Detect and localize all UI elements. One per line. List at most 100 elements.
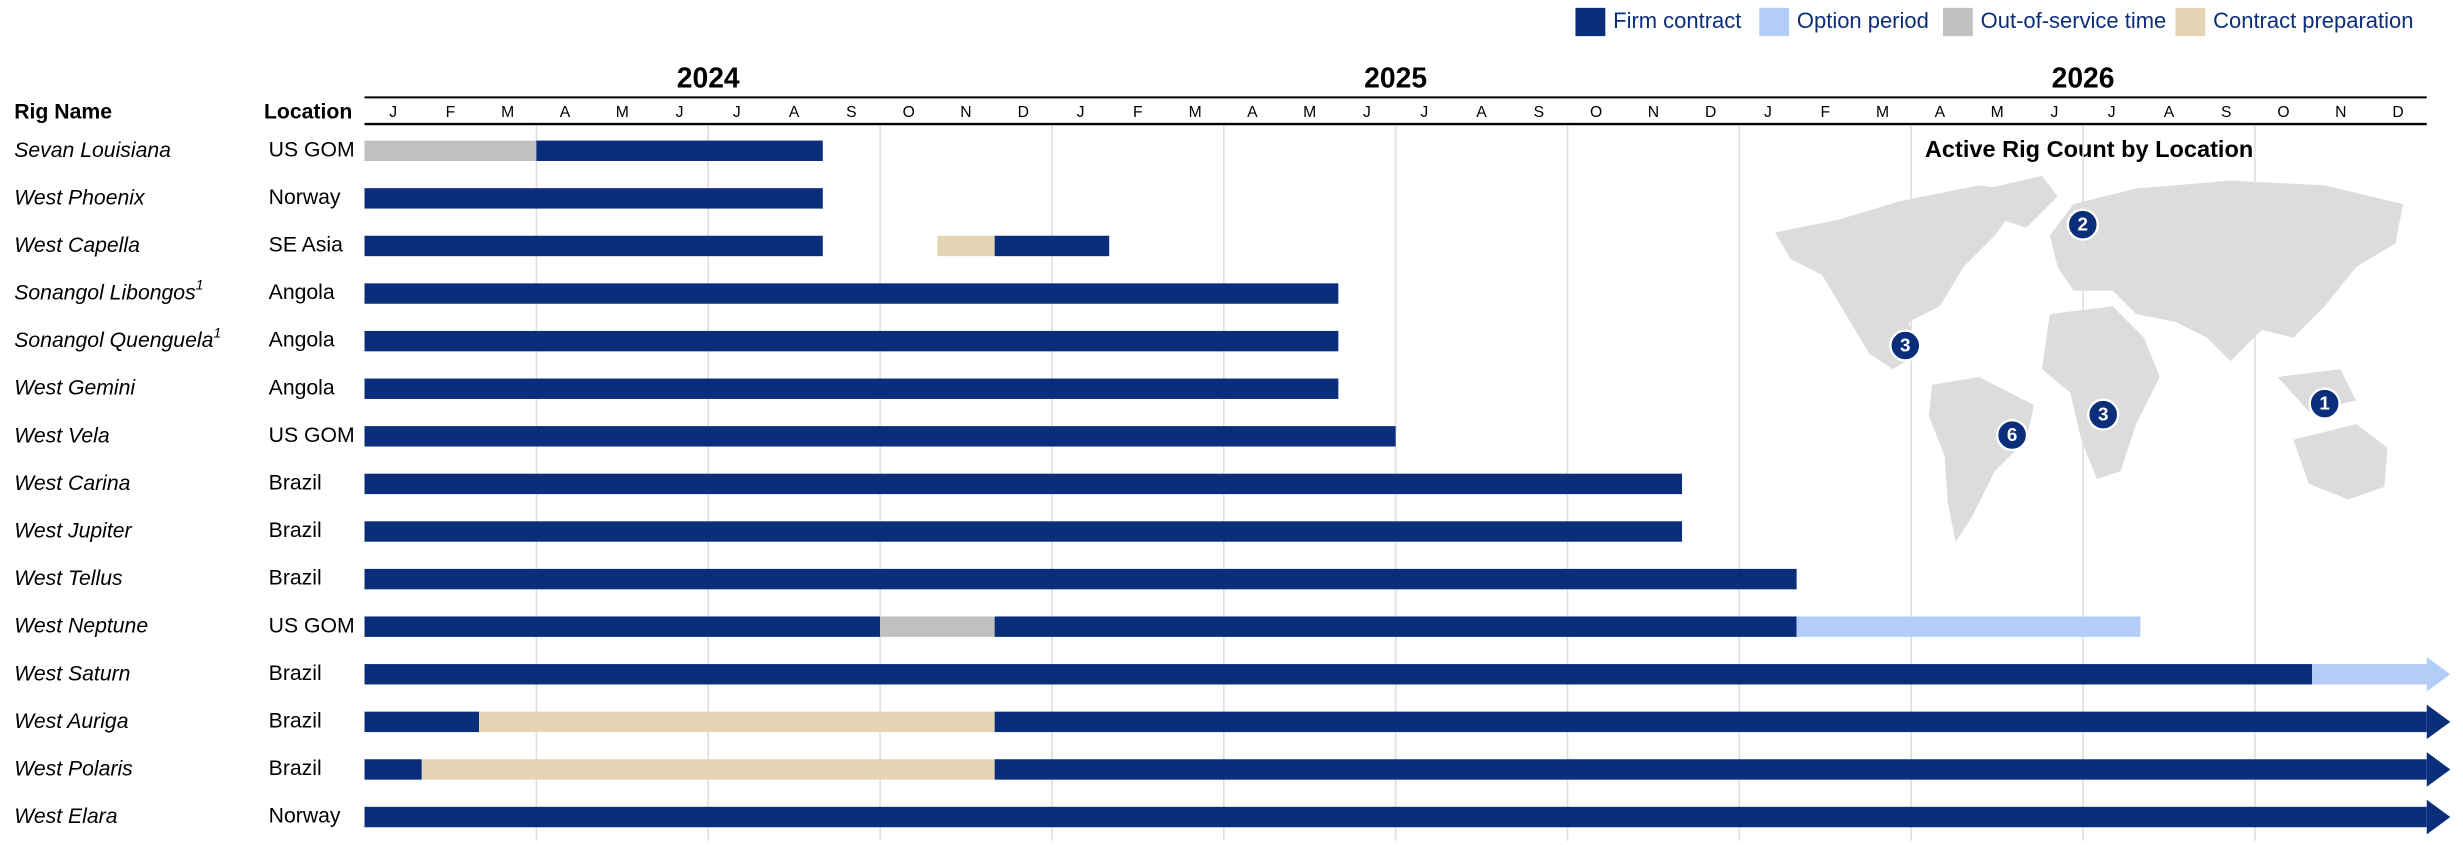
month-label: S — [846, 104, 856, 121]
segment-bar — [994, 235, 1110, 257]
segment-bar — [364, 235, 823, 257]
segment-bar — [364, 283, 1339, 304]
location: Brazil — [269, 709, 322, 732]
month-label: A — [1247, 104, 1258, 121]
month-label: J — [733, 104, 741, 121]
month-label: J — [389, 104, 397, 121]
rig-count: 3 — [2098, 403, 2108, 424]
rig-name: West Neptune — [14, 614, 148, 637]
segment-bar — [364, 473, 1683, 495]
segment-bar — [364, 426, 1396, 447]
segment-bar — [364, 664, 2313, 685]
continuation-arrow — [2426, 656, 2451, 692]
location: Norway — [269, 186, 341, 209]
continuation-arrow — [2426, 799, 2451, 835]
segment-bar — [364, 140, 537, 161]
month-label: F — [446, 104, 456, 121]
location: Brazil — [269, 757, 322, 780]
rig-count-marker — [2066, 208, 2099, 241]
segment-bar — [937, 235, 995, 257]
rig-name-text: West Neptune — [14, 614, 148, 637]
month-label: J — [2108, 104, 2116, 121]
month-label: M — [501, 104, 514, 121]
rig-name: West Tellus — [14, 567, 123, 590]
month-label: A — [560, 104, 571, 121]
month-label: N — [1648, 104, 1659, 121]
month-label: J — [2050, 104, 2058, 121]
rig-name-text: West Auriga — [14, 709, 128, 732]
rig-name: West Auriga — [14, 709, 128, 732]
location: SE Asia — [269, 234, 343, 257]
month-label: M — [616, 104, 629, 121]
location: Norway — [269, 805, 341, 828]
month-label: D — [1018, 104, 1029, 121]
rig-name-text: Sonangol Quenguela — [14, 329, 213, 352]
segment-bar — [1796, 616, 2141, 637]
rig-name: Sonangol Libongos1 — [14, 276, 203, 304]
month-label: M — [1303, 104, 1316, 121]
continuation-arrow — [2426, 752, 2451, 787]
month-label: J — [1363, 104, 1371, 121]
segment-bar — [880, 616, 995, 637]
segment-bar — [994, 759, 2427, 780]
rig-count: 6 — [2007, 424, 2017, 445]
rig-name: West Phoenix — [14, 186, 146, 209]
month-label: O — [903, 104, 915, 121]
legend-swatch — [1575, 7, 1606, 37]
month-label: J — [1420, 104, 1428, 121]
segment-bar — [536, 140, 823, 161]
rig-name: West Elara — [14, 805, 117, 828]
segment-bar — [479, 711, 995, 733]
month-label: O — [2277, 104, 2289, 121]
month-label: D — [2392, 104, 2403, 121]
month-label: N — [2335, 104, 2346, 121]
rig-name-text: West Elara — [14, 805, 117, 828]
month-label: F — [1133, 104, 1143, 121]
location: Brazil — [269, 567, 322, 590]
rig-name: West Saturn — [14, 662, 130, 685]
column-header: Location — [264, 101, 352, 124]
rig-name: West Capella — [14, 234, 140, 257]
column-header: Rig Name — [14, 101, 112, 124]
rig-name: West Carina — [14, 472, 130, 495]
rig-count: 2 — [2078, 213, 2088, 234]
month-label: A — [1935, 104, 1946, 121]
month-label: M — [1189, 104, 1202, 121]
rig-name: West Vela — [14, 424, 110, 447]
rig-count-marker — [1889, 329, 1922, 362]
rig-name-text: West Gemini — [14, 376, 136, 399]
segment-bar — [2312, 664, 2427, 685]
location: Brazil — [269, 662, 322, 685]
month-label: J — [676, 104, 684, 121]
map-title: Active Rig Count by Location — [1925, 136, 2253, 162]
footnote: 1 — [213, 324, 221, 340]
legend-label: Firm contract — [1613, 8, 1741, 33]
segment-bar — [364, 711, 480, 733]
rig-name-text: West Vela — [14, 424, 110, 447]
month-label: J — [1764, 104, 1772, 121]
segment-bar — [364, 521, 1683, 542]
rig-name: Sevan Louisiana — [14, 138, 171, 161]
month-label: M — [1876, 104, 1889, 121]
location: Brazil — [269, 519, 322, 542]
location: Angola — [269, 281, 335, 304]
location: US GOM — [269, 138, 355, 161]
segment-bar — [994, 616, 1797, 637]
rig-name: West Polaris — [14, 757, 133, 780]
year-label: 2025 — [1364, 62, 1427, 94]
rig-name-text: West Carina — [14, 472, 130, 495]
rig-count-marker — [2087, 398, 2120, 431]
rig-name-text: West Phoenix — [14, 186, 146, 209]
rig-name-text: West Polaris — [14, 757, 133, 780]
segment-bar — [364, 568, 1797, 590]
rig-count: 1 — [2319, 392, 2329, 413]
legend-label: Contract preparation — [2213, 8, 2413, 33]
segment-bar — [421, 759, 995, 780]
rig-name-text: West Jupiter — [14, 519, 132, 542]
segment-bar — [364, 759, 422, 780]
month-label: S — [2221, 104, 2231, 121]
world-map — [1774, 175, 2404, 542]
segment-bar — [364, 188, 823, 209]
rig-name-text: West Capella — [14, 234, 140, 257]
